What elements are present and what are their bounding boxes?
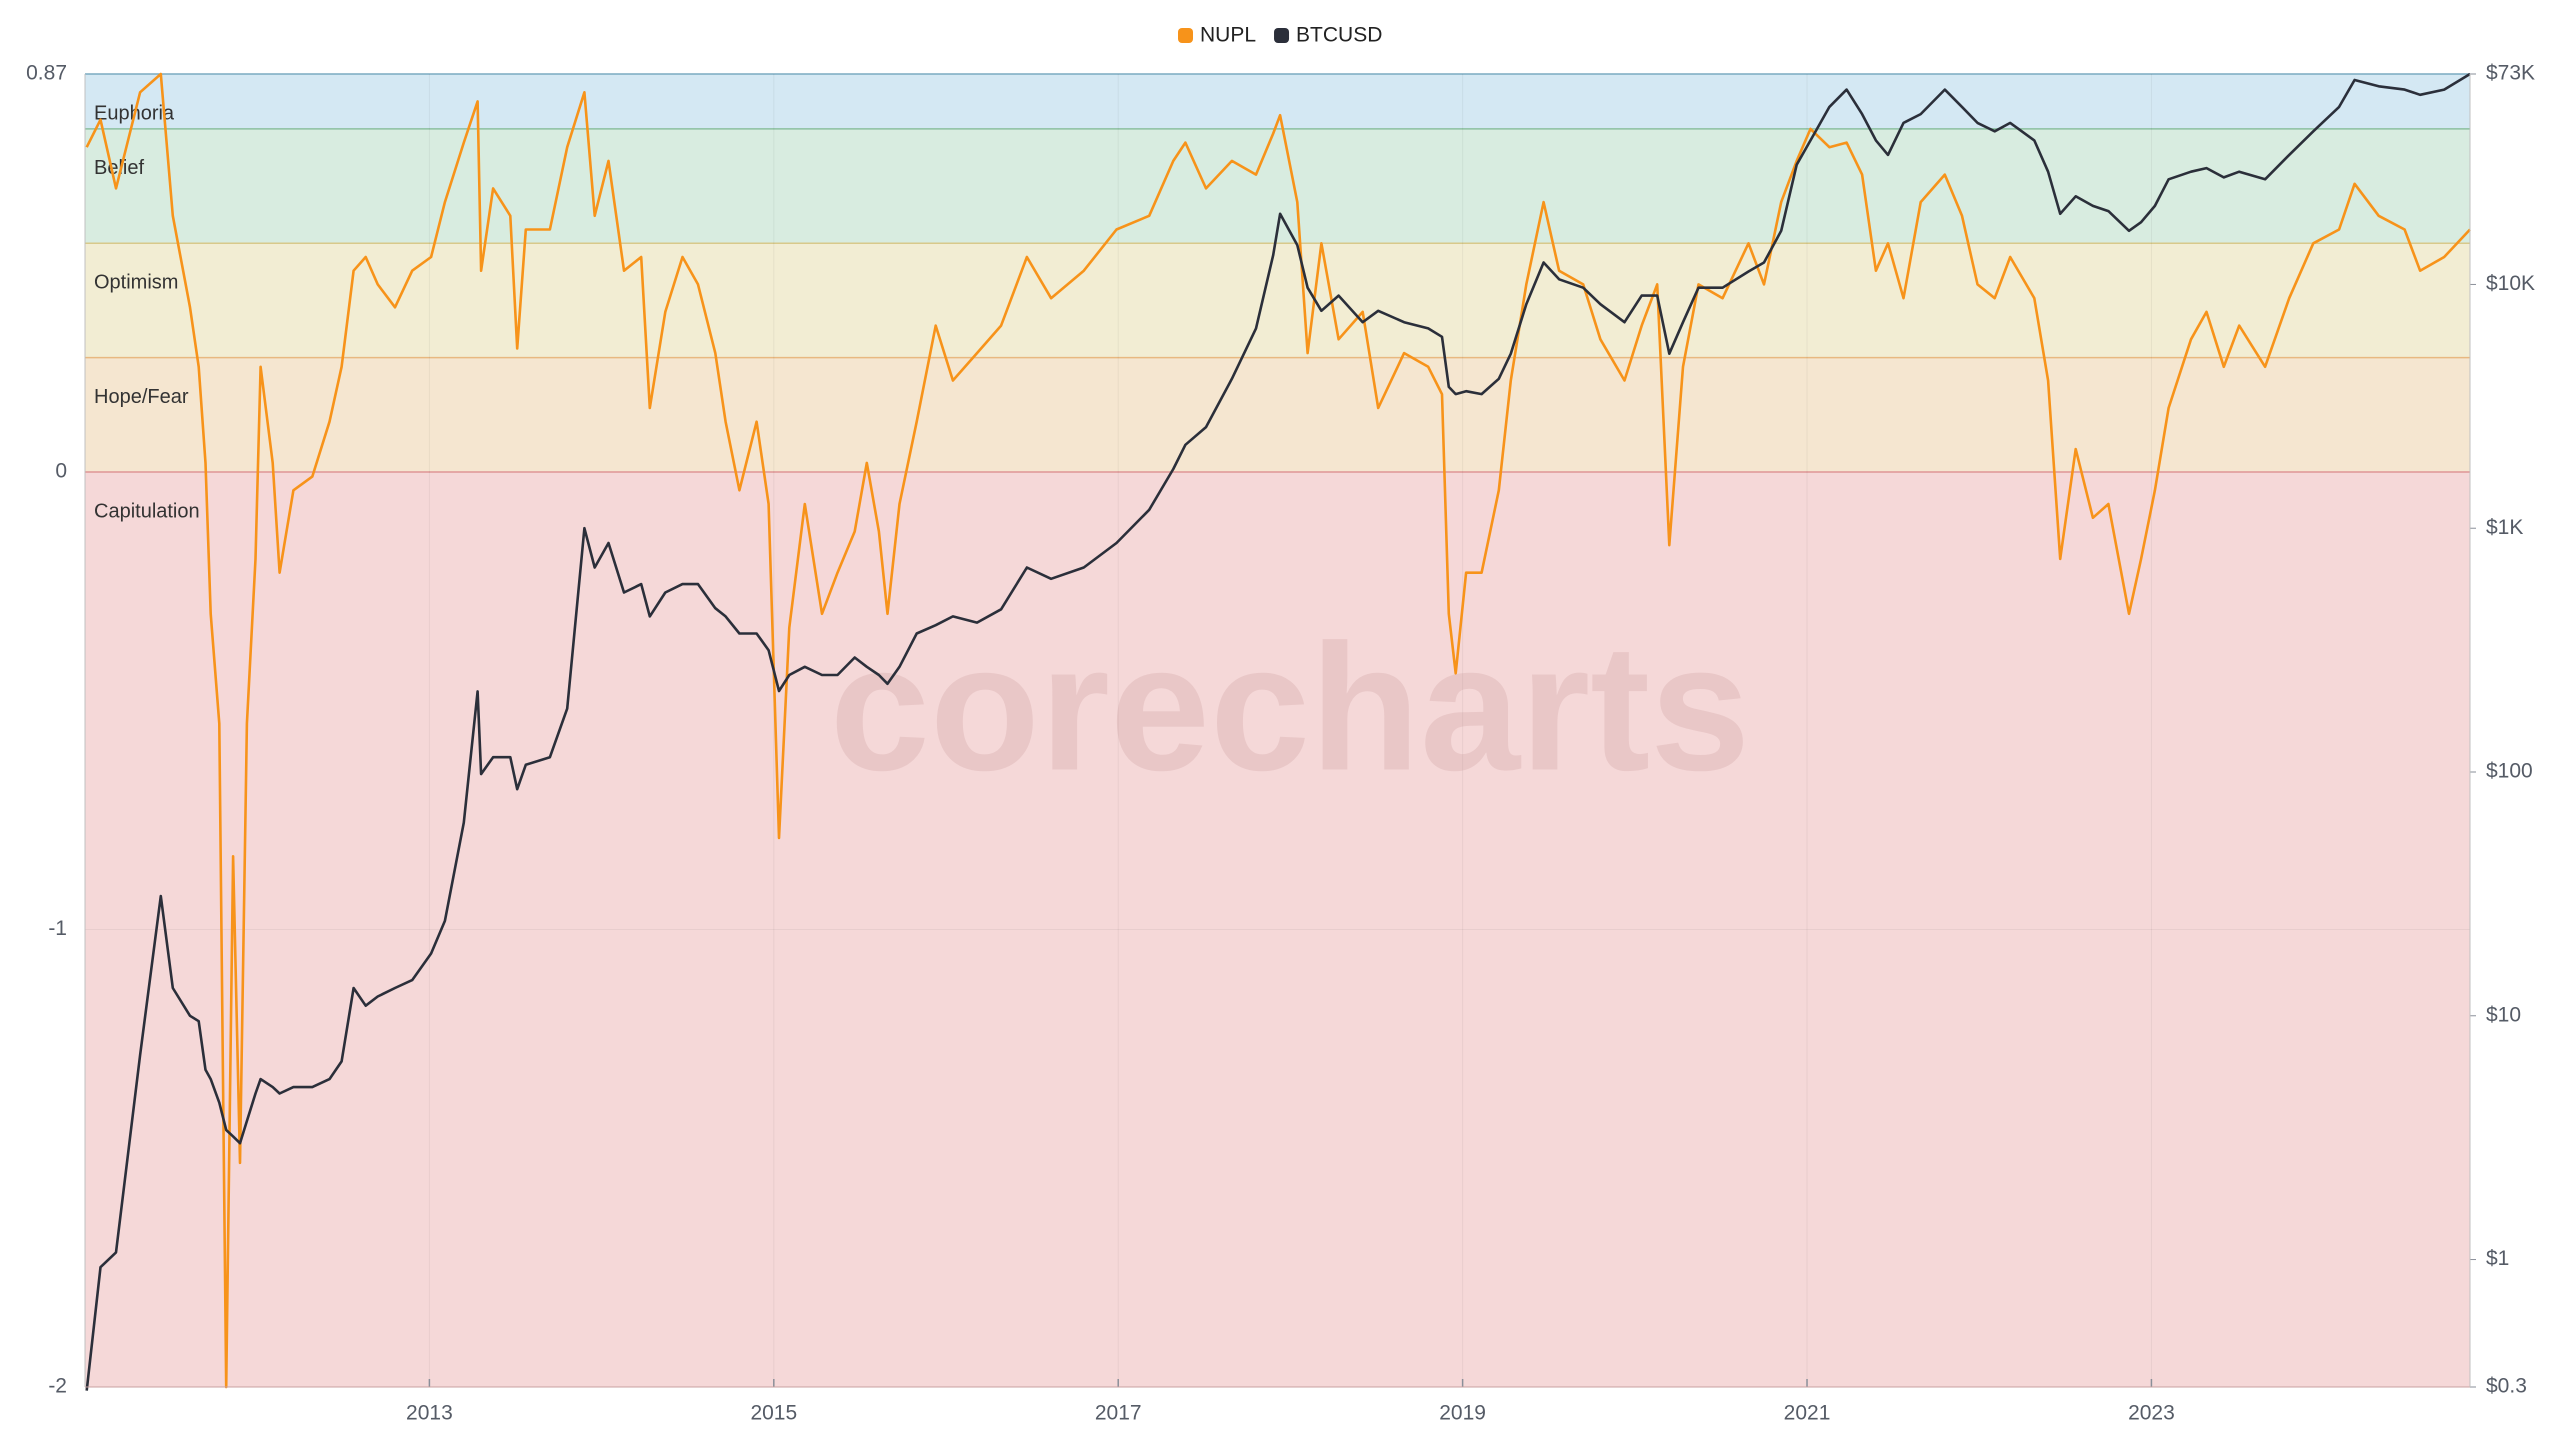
series-line (85, 72, 2471, 1391)
legend-label: NUPL (1200, 24, 1256, 47)
x-tick-label: 2021 (1784, 1402, 1831, 1425)
y2-tick-label: $1K (2486, 516, 2523, 539)
y2-tick-label: $73K (2486, 62, 2535, 85)
zone-band (85, 243, 2470, 358)
y2-tick-label: $0.3 (2486, 1375, 2527, 1398)
y2-tick-label: $100 (2486, 760, 2533, 783)
y-tick-label: -1 (48, 917, 67, 940)
band-label: Belief (94, 157, 144, 179)
axes: 2013 2015 2017 2019 2021 2023 -2 -1 0 0.87 $0.3 $1 $… (26, 62, 2535, 1425)
lines (85, 72, 2471, 1391)
x-tick-label: 2013 (406, 1402, 453, 1425)
band-label: Hope/Fear (94, 386, 189, 408)
bands: EuphoriaBeliefOptimismHope/FearCapitulat… (85, 73, 2470, 1387)
y2-tick-label: $10K (2486, 272, 2535, 295)
legend-swatch (1274, 28, 1290, 43)
band-label: Capitulation (94, 500, 200, 522)
legend-label: BTCUSD (1296, 24, 1382, 47)
series-line (85, 72, 2471, 1389)
y2-tick-label: $1 (2486, 1247, 2509, 1270)
x-tick-label: 2023 (2128, 1402, 2175, 1425)
band-label: Optimism (94, 272, 178, 294)
y2-tick-label: $10 (2486, 1003, 2521, 1026)
y-tick-label: 0 (55, 460, 67, 483)
x-tick-label: 2019 (1439, 1402, 1486, 1425)
y-tick-label: -2 (48, 1375, 67, 1398)
y-tick-label: 0.87 (26, 62, 67, 85)
x-tick-label: 2017 (1095, 1402, 1142, 1425)
legend: NUPL BTCUSD (1178, 24, 1382, 47)
zone-band (85, 357, 2470, 473)
zone-band (85, 472, 2470, 1387)
x-tick-label: 2015 (750, 1402, 797, 1425)
watermark: corecharts (830, 608, 1750, 809)
legend-swatch (1178, 28, 1193, 43)
